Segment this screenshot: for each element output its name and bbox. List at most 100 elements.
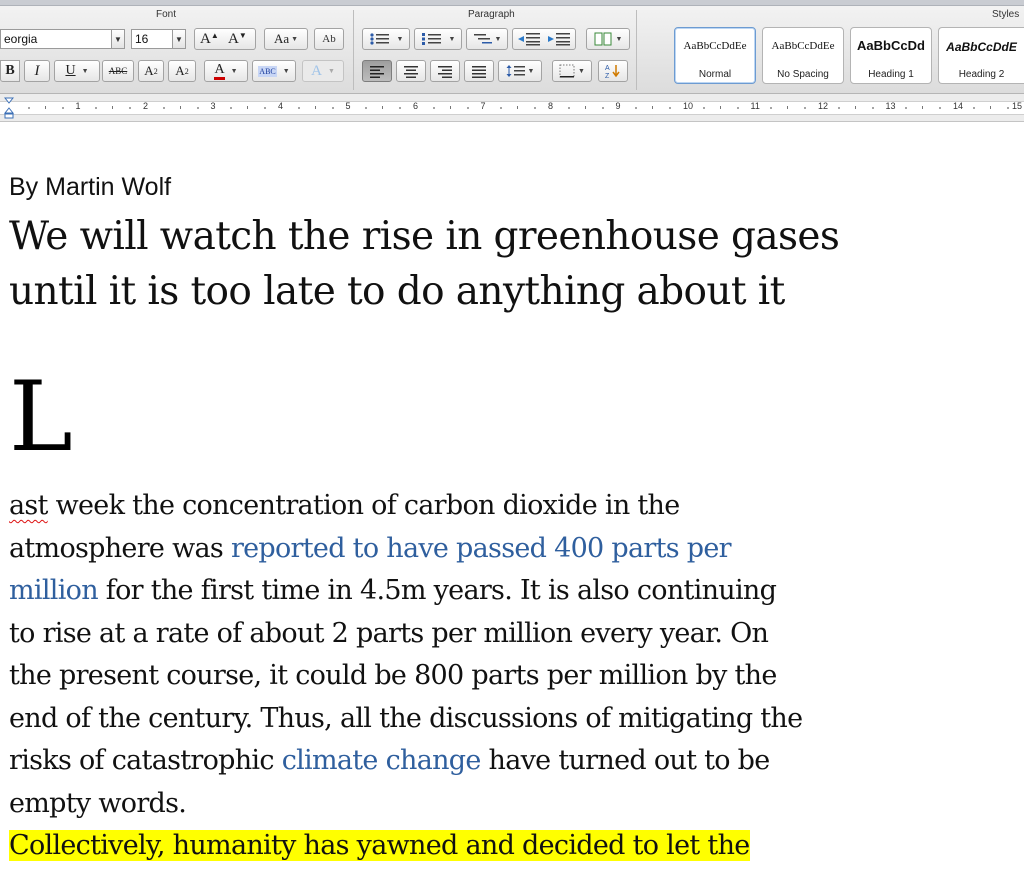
underline-button[interactable]: U ▼ bbox=[54, 60, 100, 82]
bold-label: B bbox=[5, 63, 15, 78]
headline-line: We will watch the rise in greenhouse gas… bbox=[9, 214, 840, 259]
ruler-dot bbox=[331, 107, 334, 109]
bullet-list-icon bbox=[369, 33, 389, 45]
sort-button[interactable]: A Z bbox=[598, 60, 628, 82]
ruler-tick bbox=[652, 106, 654, 109]
font-color-button[interactable]: A ▼ bbox=[204, 60, 248, 82]
font-size-input[interactable]: 16 bbox=[131, 29, 173, 49]
ruler-dot bbox=[669, 107, 672, 109]
ruler-dot bbox=[567, 107, 570, 109]
bold-button[interactable]: B bbox=[0, 60, 20, 82]
shrink-font-button[interactable]: A▼ bbox=[228, 30, 247, 47]
ruler-dot bbox=[432, 107, 435, 109]
ruler-dot bbox=[297, 107, 300, 109]
paragraph-group-label: Paragraph bbox=[468, 9, 515, 20]
svg-text:A: A bbox=[605, 65, 610, 72]
ruler-number: 7 bbox=[480, 101, 486, 111]
indent-group bbox=[512, 28, 576, 50]
align-right-icon bbox=[438, 65, 452, 78]
body-line: Collectively, humanity has yawned and de… bbox=[9, 825, 1021, 868]
align-center-icon bbox=[404, 65, 418, 78]
style-no-spacing[interactable]: AaBbCcDdEe No Spacing bbox=[762, 27, 844, 84]
group-separator bbox=[353, 10, 354, 90]
italic-button[interactable]: I bbox=[24, 60, 50, 82]
clear-formatting-button[interactable]: Ab bbox=[314, 28, 344, 50]
strikethrough-button[interactable]: ABC bbox=[102, 60, 134, 82]
text-effects-icon: A bbox=[311, 62, 322, 79]
numbering-button[interactable]: ▼ bbox=[414, 28, 462, 50]
ruler-number: 2 bbox=[143, 101, 149, 111]
ruler-dot bbox=[972, 107, 975, 109]
ruler-number: 11 bbox=[750, 101, 760, 111]
font-size-dropdown-icon[interactable]: ▼ bbox=[173, 29, 186, 49]
ruler-dot bbox=[399, 107, 402, 109]
ribbon-top-border bbox=[0, 0, 1024, 6]
ruler-dot bbox=[871, 107, 874, 109]
chevron-down-icon: ▼ bbox=[396, 35, 404, 43]
increase-indent-icon[interactable] bbox=[547, 32, 571, 46]
ruler-dot bbox=[264, 107, 267, 109]
ruler-number: 9 bbox=[615, 101, 621, 111]
align-left-button[interactable] bbox=[362, 60, 392, 82]
change-case-button[interactable]: Aa ▼ bbox=[264, 28, 308, 50]
document-page[interactable]: By Martin Wolf We will watch the rise in… bbox=[0, 123, 1024, 878]
body-line: million for the first time in 4.5m years… bbox=[9, 570, 1021, 613]
style-heading-1[interactable]: AaBbCcDd Heading 1 bbox=[850, 27, 932, 84]
text-run: have turned out to be bbox=[480, 745, 771, 776]
text-run: risks of catastrophic bbox=[9, 745, 282, 776]
align-left-icon bbox=[370, 65, 384, 78]
chevron-down-icon: ▼ bbox=[448, 35, 456, 43]
hyperlink[interactable]: million bbox=[9, 575, 99, 606]
style-sample: AaBbCcDdEe bbox=[683, 40, 747, 52]
ruler-dot bbox=[1006, 107, 1009, 109]
ruler-tick bbox=[854, 106, 856, 109]
ruler-dot bbox=[129, 107, 132, 109]
align-center-button[interactable] bbox=[396, 60, 426, 82]
ruler-tick bbox=[382, 106, 384, 109]
ruler-tick bbox=[44, 106, 46, 109]
italic-label: I bbox=[34, 62, 40, 79]
ruler-dot bbox=[27, 107, 30, 109]
highlight-color-button[interactable]: ABC ▼ bbox=[252, 60, 296, 82]
bullets-button[interactable]: ▼ bbox=[362, 28, 410, 50]
font-family-input[interactable]: eorgia bbox=[0, 29, 112, 49]
chevron-down-icon: ▼ bbox=[282, 67, 290, 75]
body-line: to rise at a rate of about 2 parts per m… bbox=[9, 617, 769, 649]
style-heading-2[interactable]: AaBbCcDdE Heading 2 bbox=[938, 27, 1024, 84]
chevron-down-icon: ▼ bbox=[230, 67, 238, 75]
ruler[interactable]: 1 2 3 4 5 6 7 8 9 10 11 12 13 14 15 bbox=[0, 94, 1024, 122]
style-normal[interactable]: AaBbCcDdEe Normal bbox=[674, 27, 756, 84]
font-family-dropdown-icon[interactable]: ▼ bbox=[112, 29, 125, 49]
hyperlink[interactable]: climate change bbox=[281, 745, 482, 776]
body-line: risks of catastrophic climate change hav… bbox=[9, 740, 1021, 783]
grow-font-button[interactable]: A▲ bbox=[200, 30, 219, 47]
line-spacing-button[interactable]: ▼ bbox=[498, 60, 542, 82]
style-name: No Spacing bbox=[777, 69, 829, 80]
font-color-icon: A bbox=[214, 62, 225, 80]
style-sample: AaBbCcDdE bbox=[946, 40, 1017, 54]
chevron-down-icon: ▼ bbox=[578, 67, 585, 75]
ruler-tick bbox=[922, 106, 924, 109]
change-case-label: Aa bbox=[273, 31, 290, 46]
multilevel-list-button[interactable]: ▼ bbox=[466, 28, 508, 50]
indent-marker-icon[interactable] bbox=[4, 97, 14, 119]
headline-line: until it is too late to do anything abou… bbox=[9, 269, 785, 314]
align-right-button[interactable] bbox=[430, 60, 460, 82]
ruler-tick bbox=[989, 106, 991, 109]
ruler-tick bbox=[584, 106, 586, 109]
ruler-dot bbox=[95, 107, 98, 109]
subscript-label: A bbox=[175, 63, 185, 78]
justify-button[interactable] bbox=[464, 60, 494, 82]
hyperlink[interactable]: reported to have passed 400 parts per bbox=[230, 532, 732, 564]
body-line: atmosphere was reported to have passed 4… bbox=[9, 528, 1021, 571]
ruler-number: 5 bbox=[345, 101, 351, 111]
highlight-icon: ABC bbox=[258, 65, 277, 77]
spelling-error-word[interactable]: ast bbox=[9, 490, 48, 521]
decrease-indent-icon[interactable] bbox=[517, 32, 541, 46]
borders-button[interactable]: ▼ bbox=[552, 60, 592, 82]
text-effects-button[interactable]: A ▼ bbox=[302, 60, 344, 82]
columns-button[interactable]: ▼ bbox=[586, 28, 630, 50]
ruler-tick bbox=[179, 106, 181, 109]
